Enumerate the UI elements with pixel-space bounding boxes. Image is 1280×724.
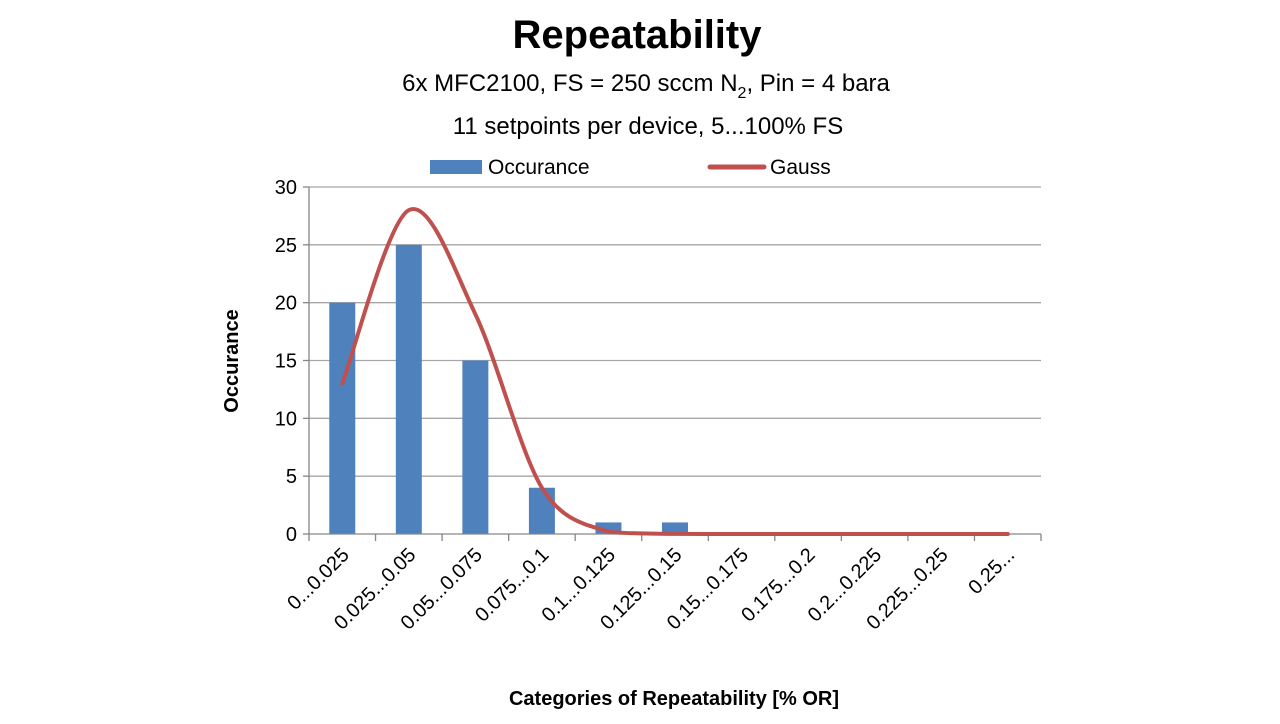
y-tick-label: 30 (275, 177, 297, 199)
gridlines (309, 186, 1041, 477)
legend-label-gauss: Gauss (770, 156, 831, 179)
subtitle-line1-subscript: 2 (738, 85, 747, 102)
subtitle-line1-tail: , Pin = 4 bara (746, 70, 890, 97)
legend-swatch-occurance (430, 160, 482, 174)
bar (395, 244, 422, 535)
x-tick-labels: 0...0.0250.025...0.050.05...0.0750.075..… (283, 544, 1019, 634)
bar (595, 522, 622, 534)
x-axis-title: Categories of Repeatability [% OR] (509, 688, 839, 710)
subtitle-line1-main: 6x MFC2100, FS = 250 sccm N (402, 70, 737, 97)
y-tick-labels: 0 5 10 15 20 25 30 (275, 177, 297, 546)
chart-subtitle-line1: 6x MFC2100, FS = 250 sccm N2, Pin = 4 ba… (402, 70, 890, 102)
x-tick-label: 0...0.025 (283, 544, 354, 615)
bar (662, 522, 688, 534)
bar-series-occurance (329, 244, 688, 535)
bar (528, 487, 555, 534)
chart-legend: Occurance Gauss (430, 156, 831, 179)
y-tick-label: 20 (275, 293, 297, 315)
y-tick-label: 15 (275, 351, 297, 373)
line-series-gauss (340, 207, 1010, 537)
y-axis-title: Occurance (221, 309, 243, 412)
y-tick-label: 0 (286, 524, 297, 546)
y-tick-label: 25 (275, 235, 297, 257)
y-tick-label: 5 (286, 466, 297, 488)
bar (462, 360, 489, 534)
chart-title: Repeatability (513, 13, 763, 57)
x-tick-label: 0.25... (964, 544, 1019, 599)
chart-subtitle-line2: 11 setpoints per device, 5...100% FS (453, 113, 843, 140)
bar (329, 302, 356, 534)
legend-label-occurance: Occurance (488, 156, 590, 179)
y-tick-label: 10 (275, 408, 297, 430)
